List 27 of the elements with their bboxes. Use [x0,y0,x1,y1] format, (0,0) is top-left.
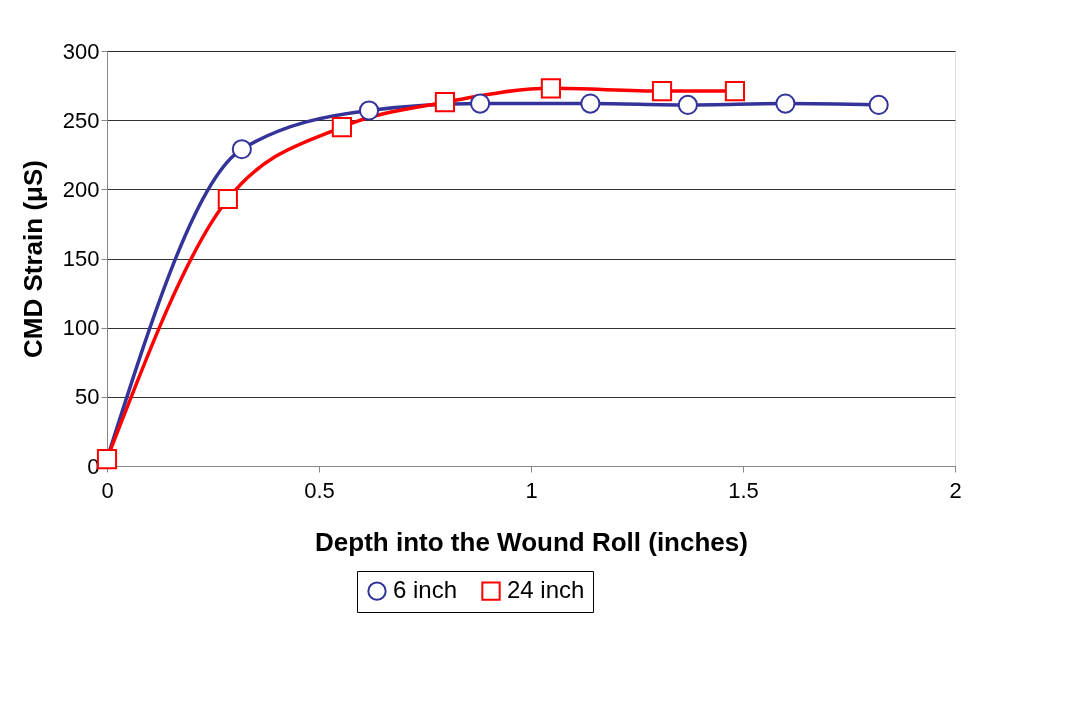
y-axis-title: CMD Strain (μS) [17,160,48,358]
legend-label: 24 inch [507,576,585,604]
point [231,139,252,160]
x-tick-label: 1 [525,477,538,503]
point [868,94,889,116]
x-axis-title: Depth into the Wound Roll (inches) [315,526,748,557]
y-tick-label: 100 [62,315,100,341]
y-tick-label: 200 [62,176,100,202]
point [580,93,601,114]
point [217,188,238,210]
y-tick-label: 300 [62,38,100,64]
x-tick-label: 0.5 [304,477,335,503]
point [470,93,491,114]
x-tick-label: 1.5 [728,477,759,503]
point [677,94,698,116]
point [540,78,562,99]
x-tick-label: 2 [949,477,962,503]
y-tick-label: 50 [75,384,100,410]
point [775,93,796,114]
legend-label: 6 inch [393,576,458,604]
point [434,92,456,113]
point [651,81,673,102]
y-tick-label: 250 [62,107,100,133]
point [331,117,352,138]
point [358,100,380,121]
y-tick-label: 150 [62,246,100,271]
point [724,81,746,102]
